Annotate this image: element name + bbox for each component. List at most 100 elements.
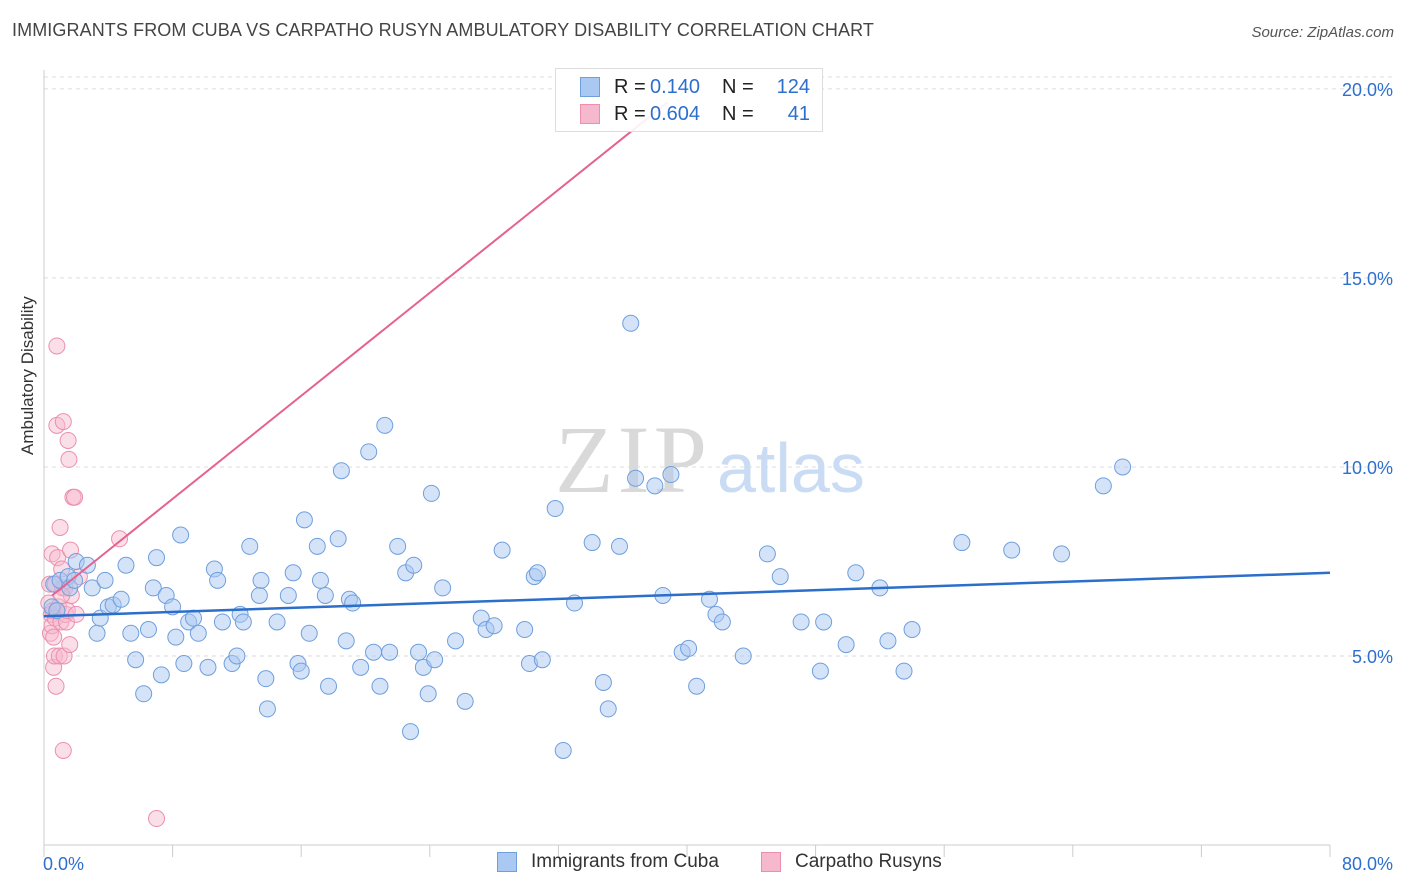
- rusyn-point: [50, 647, 68, 665]
- r-label: R =: [614, 75, 646, 98]
- cuba-point: [175, 655, 193, 673]
- rusyn-point: [66, 488, 84, 506]
- series-legend: Immigrants from Cuba Carpatho Rusyns: [0, 851, 1406, 877]
- cuba-point: [599, 700, 617, 718]
- cuba-point: [1114, 458, 1132, 476]
- series-immigrants-from-cuba: [43, 314, 1132, 759]
- cuba-point: [610, 537, 628, 555]
- legend-label-cuba: Immigrants from Cuba: [531, 851, 719, 872]
- cuba-point: [447, 632, 465, 650]
- cuba-point: [135, 685, 153, 703]
- cuba-point: [792, 613, 810, 631]
- cuba-point: [344, 594, 362, 612]
- cuba-point: [234, 613, 252, 631]
- trend-lines: [43, 101, 1331, 618]
- x-tick-label: 0.0%: [43, 854, 84, 874]
- cuba-point: [112, 590, 130, 608]
- axes: [43, 70, 1331, 857]
- cuba-point: [292, 662, 310, 680]
- rusyn-point: [54, 741, 72, 759]
- y-tick-label: 15.0%: [1342, 269, 1393, 289]
- cuba-point: [405, 556, 423, 574]
- x-tick-label: 80.0%: [1342, 854, 1393, 874]
- cuba-point: [127, 651, 145, 669]
- rusyn-point: [60, 450, 78, 468]
- stats-legend: R = 0.140 N = 124 R = 0.604 N = 41: [555, 68, 823, 132]
- cuba-point: [389, 537, 407, 555]
- cuba-point: [148, 549, 166, 567]
- cuba-point: [583, 534, 601, 552]
- cuba-point: [381, 643, 399, 661]
- rusyn-point: [48, 337, 66, 355]
- cuba-point: [493, 541, 511, 559]
- cuba-point: [485, 617, 503, 635]
- cuba-point: [209, 571, 227, 589]
- rusyn-point: [54, 413, 72, 431]
- cuba-point: [284, 564, 302, 582]
- legend-item-cuba[interactable]: Immigrants from Cuba: [497, 851, 719, 873]
- rusyn-point: [51, 518, 69, 536]
- rusyn-legend-swatch: [761, 852, 781, 872]
- n-value: 41: [787, 102, 810, 125]
- cuba-point: [426, 651, 444, 669]
- rusyn-point: [49, 549, 67, 567]
- rusyn-swatch: [580, 104, 600, 124]
- tick-labels: 5.0% 10.0% 15.0% 20.0% 0.0% 80.0%: [43, 80, 1393, 874]
- cuba-point: [1094, 477, 1112, 495]
- cuba-point: [1053, 545, 1071, 563]
- cuba-point: [172, 526, 190, 544]
- stats-row-cuba: R = 0.140 N = 124: [556, 74, 810, 100]
- cuba-point: [88, 624, 106, 642]
- cuba-point: [701, 590, 719, 608]
- cuba-point: [529, 564, 547, 582]
- cuba-point: [316, 586, 334, 604]
- watermark-zip: ZIP: [555, 406, 711, 513]
- cuba-point: [258, 700, 276, 718]
- cuba-point: [533, 651, 551, 669]
- y-tick-label: 10.0%: [1342, 458, 1393, 478]
- watermark-atlas: atlas: [717, 429, 865, 507]
- y-tick-label: 5.0%: [1352, 647, 1393, 667]
- cuba-point: [376, 416, 394, 434]
- cuba-point: [320, 677, 338, 695]
- gridlines: [44, 76, 1392, 657]
- cuba-point: [895, 662, 913, 680]
- cuba-point: [837, 636, 855, 654]
- cuba-point: [734, 647, 752, 665]
- cuba-point: [352, 658, 370, 676]
- cuba-point: [434, 579, 452, 597]
- cuba-point: [622, 314, 640, 332]
- rusyn-trend-line: [51, 101, 669, 597]
- cuba-point: [250, 586, 268, 604]
- cuba-point: [402, 723, 420, 741]
- cuba-point: [662, 466, 680, 484]
- n-label: N =: [722, 102, 754, 125]
- cuba-point: [268, 613, 286, 631]
- cuba-point: [627, 469, 645, 487]
- stats-row-rusyn: R = 0.604 N = 41: [556, 101, 810, 127]
- y-axis-label: Ambulatory Disability: [18, 296, 37, 455]
- n-label: N =: [722, 75, 754, 98]
- cuba-point: [365, 643, 383, 661]
- rusyn-point: [61, 636, 79, 654]
- cuba-point: [139, 621, 157, 639]
- cuba-point: [758, 545, 776, 563]
- cuba-point: [308, 537, 326, 555]
- cuba-point: [199, 658, 217, 676]
- cuba-point: [279, 586, 297, 604]
- cuba-point: [815, 613, 833, 631]
- cuba-point: [360, 443, 378, 461]
- cuba-point: [771, 568, 789, 586]
- cuba-point: [410, 643, 428, 661]
- cuba-point: [554, 741, 572, 759]
- cuba-point: [329, 530, 347, 548]
- legend-item-rusyn[interactable]: Carpatho Rusyns: [761, 851, 942, 873]
- cuba-point: [680, 639, 698, 657]
- legend-label-rusyn: Carpatho Rusyns: [795, 851, 942, 872]
- cuba-point: [83, 579, 101, 597]
- cuba-point: [371, 677, 389, 695]
- cuba-point: [228, 647, 246, 665]
- cuba-point: [300, 624, 318, 642]
- rusyn-point: [45, 628, 63, 646]
